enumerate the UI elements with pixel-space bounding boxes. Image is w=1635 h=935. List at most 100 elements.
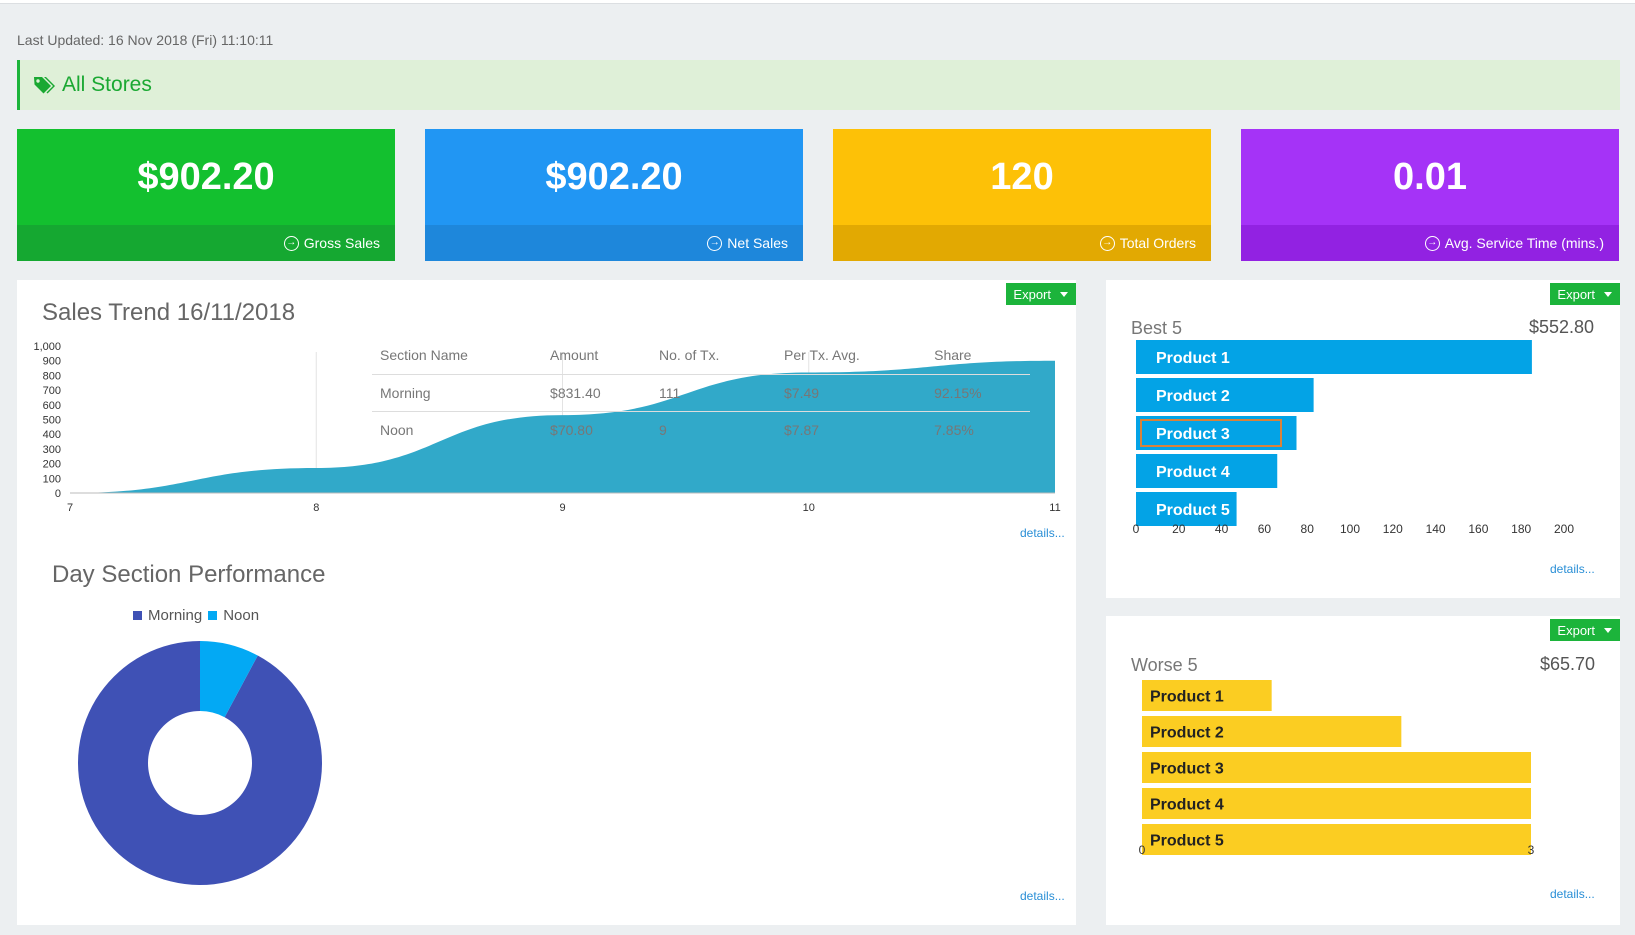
avg-service-time-label: Avg. Service Time (mins.) <box>1444 235 1604 251</box>
legend-label: Noon <box>223 607 260 624</box>
total-orders-label: Total Orders <box>1119 235 1196 251</box>
sales-trend-title: Sales Trend 16/11/2018 <box>42 299 296 326</box>
table-cell: $7.87 <box>784 422 820 439</box>
store-filter-label: All Stores <box>62 73 152 96</box>
table-cell: 7.85% <box>934 422 974 439</box>
best5-bar-chart: Product 1 Product 2 Product 3 Product 4 Prod… <box>1133 340 1574 536</box>
table-cell: 111 <box>650 374 777 412</box>
table-cell: 9 <box>658 422 667 439</box>
column-header: Share <box>926 336 1030 375</box>
bar-label: Product 2 <box>1150 725 1224 742</box>
y-tick-label: 600 <box>43 400 61 412</box>
x-tick-label: 100 <box>1340 522 1360 536</box>
caret-down-icon <box>1604 627 1612 633</box>
bar-label: Product 1 <box>1156 350 1230 367</box>
export-button[interactable]: Export <box>1550 283 1620 305</box>
y-tick-label: 300 <box>43 444 61 456</box>
bar <box>1136 492 1237 526</box>
total-orders-value: 120 <box>990 155 1054 198</box>
y-tick-label: 800 <box>43 370 61 382</box>
export-label: Export <box>1013 286 1051 302</box>
gross-sales-tile[interactable]: $902.20 → Gross Sales <box>17 129 395 261</box>
legend-item-noon[interactable]: Noon <box>208 607 259 624</box>
legend-item-morning[interactable]: Morning <box>133 607 202 624</box>
worse5-total: $65.70 <box>1540 654 1596 674</box>
y-tick-label: 900 <box>43 356 61 368</box>
total-orders-tile[interactable]: 120 → Total Orders <box>833 129 1211 261</box>
store-filter-bar[interactable]: All Stores <box>17 60 1620 110</box>
x-tick-label: 0 <box>1133 522 1140 536</box>
table-cell: Morning <box>372 374 543 412</box>
bar-label: Product 2 <box>1156 388 1230 405</box>
bar-label: Product 3 <box>1150 761 1224 778</box>
day-section-table: Section Name Amount No. of Tx. Per Tx. A… <box>372 336 1030 449</box>
bar-label: Product 4 <box>1150 797 1224 814</box>
y-tick-label: 100 <box>43 473 61 485</box>
bar <box>1142 716 1402 747</box>
bar-label: Product 5 <box>1156 502 1230 519</box>
bar <box>1142 788 1531 819</box>
best5-total: $552.80 <box>1529 317 1595 337</box>
bar <box>1136 416 1297 450</box>
day-section-legend: Morning Noon <box>133 607 265 624</box>
x-tick-label: 3 <box>1528 843 1535 857</box>
x-tick-label: 180 <box>1511 522 1531 536</box>
net-sales-label: Net Sales <box>727 235 788 251</box>
bar <box>1136 378 1314 412</box>
x-tick-label: 140 <box>1426 522 1446 536</box>
bar-highlight <box>1140 419 1282 447</box>
top-border <box>0 0 1635 4</box>
x-tick-label: 10 <box>803 502 815 514</box>
total-orders-footer[interactable]: → Total Orders <box>833 225 1211 261</box>
bar <box>1136 454 1278 488</box>
x-tick-label: 200 <box>1554 522 1574 536</box>
export-button[interactable]: Export <box>1006 283 1076 305</box>
avg-service-time-value: 0.01 <box>1393 155 1467 198</box>
y-tick-label: 1,000 <box>33 341 61 353</box>
net-sales-tile[interactable]: $902.20 → Net Sales <box>425 129 803 261</box>
column-header: No. of Tx. <box>650 336 777 375</box>
table-header-row: Section Name Amount No. of Tx. Per Tx. A… <box>372 336 1030 375</box>
net-sales-value: $902.20 <box>545 155 683 198</box>
caret-down-icon <box>1604 291 1612 297</box>
x-tick-label: 120 <box>1383 522 1403 536</box>
legend-swatch <box>208 611 218 620</box>
export-label: Export <box>1557 286 1595 302</box>
y-tick-label: 500 <box>43 415 61 427</box>
net-sales-footer[interactable]: → Net Sales <box>425 225 803 261</box>
donut-slice-morning <box>78 641 322 885</box>
y-tick-label: 0 <box>55 488 61 500</box>
x-tick-label: 7 <box>67 502 73 514</box>
tags-icon <box>34 77 55 94</box>
x-tick-label: 40 <box>1215 522 1229 536</box>
gross-sales-footer[interactable]: → Gross Sales <box>17 225 395 261</box>
best5-details-link[interactable]: details... <box>1550 562 1595 576</box>
day-section-donut-chart <box>78 641 322 885</box>
gross-sales-label: Gross Sales <box>303 235 380 251</box>
bar <box>1136 340 1532 374</box>
avg-service-time-footer[interactable]: → Avg. Service Time (mins.) <box>1241 225 1619 261</box>
sales-trend-details-link[interactable]: details... <box>1020 526 1065 540</box>
donut-slice-noon <box>200 641 258 718</box>
export-button[interactable]: Export <box>1550 619 1620 641</box>
caret-down-icon <box>1060 291 1068 297</box>
worse5-title: Worse 5 <box>1131 655 1198 675</box>
table-cell: $7.49 <box>776 374 927 412</box>
x-tick-label: 9 <box>559 502 565 514</box>
x-tick-label: 60 <box>1258 522 1272 536</box>
avg-service-time-tile[interactable]: 0.01 → Avg. Service Time (mins.) <box>1241 129 1619 261</box>
bar <box>1142 752 1531 783</box>
column-header: Per Tx. Avg. <box>776 336 927 375</box>
legend-label: Morning <box>148 607 203 624</box>
bar-label: Product 4 <box>1156 464 1230 481</box>
x-tick-label: 8 <box>313 502 319 514</box>
column-header: Section Name <box>372 336 543 375</box>
x-tick-label: 11 <box>1049 502 1060 514</box>
legend-swatch <box>133 611 142 620</box>
table-cell: $70.80 <box>550 422 593 439</box>
y-tick-label: 200 <box>43 459 61 471</box>
day-section-title: Day Section Performance <box>52 561 326 588</box>
table-row: Morning $831.40 111 $7.49 92.15% <box>372 374 1030 412</box>
day-section-details-link[interactable]: details... <box>1020 889 1065 903</box>
worse5-details-link[interactable]: details... <box>1550 887 1595 901</box>
